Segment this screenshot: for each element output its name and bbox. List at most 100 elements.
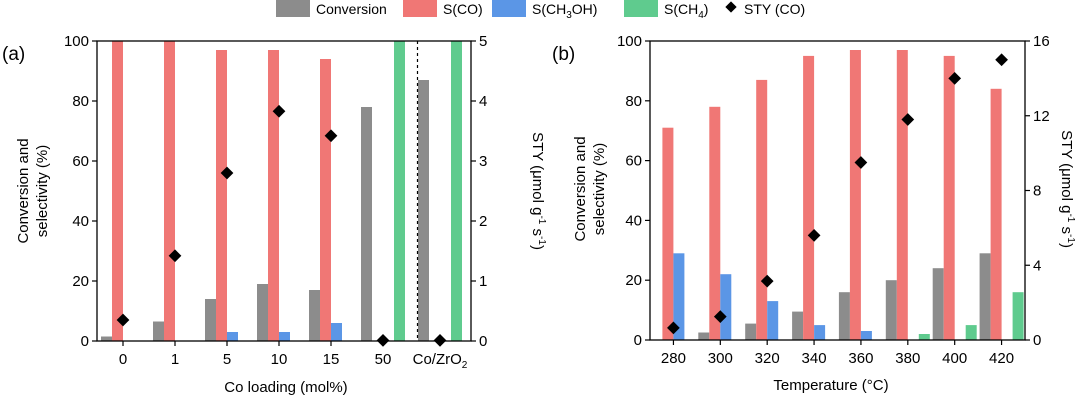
legend-swatch-s-ch4: [624, 0, 658, 17]
x-tick-label-a-0: 0: [119, 351, 127, 368]
y-tick-label-a-3: 60: [72, 153, 89, 170]
bar-b-conversion-1: [698, 332, 710, 340]
bar-b-conversion-5: [885, 280, 897, 340]
x-tick-label-a-2: 5: [223, 351, 231, 368]
plot-frame-a: [96, 40, 472, 342]
y-tick-label-a-5: 100: [64, 33, 89, 50]
bar-b-s_co-1: [709, 106, 721, 340]
bar-a-s_ch3oh-4: [331, 323, 342, 341]
bar-b-s_ch3oh-2: [767, 301, 779, 340]
x-tick-label-b-3: 340: [802, 350, 827, 367]
sty-point-a-3: [272, 104, 286, 118]
x-tick-label-a-4: 15: [323, 351, 340, 368]
bar-b-s_ch3oh-3: [814, 325, 826, 340]
bar-b-conversion-2: [745, 323, 757, 340]
legend: Conversion S(CO) S(CH3OH) S(CH4) STY (CO…: [276, 0, 805, 21]
bar-b-s_ch3oh-1: [720, 274, 732, 340]
bar-a-s_co-4: [320, 59, 331, 341]
bar-b-conversion-3: [792, 311, 804, 340]
x-tick-label-b-7: 420: [989, 350, 1014, 367]
y-tick-label-b-2: 40: [625, 212, 642, 229]
bar-b-s_co-5: [896, 50, 908, 340]
plot-frame-b: [649, 40, 1026, 341]
y2-tick-label-a-3: 3: [479, 153, 487, 170]
legend-label-s-co: S(CO): [443, 1, 483, 17]
y-tick-label-a-4: 80: [72, 93, 89, 110]
y-tick-label-b-5: 100: [617, 33, 642, 50]
bar-b-conversion-6: [932, 268, 944, 340]
bar-b-s_ch4-7: [1012, 292, 1024, 340]
bar-b-conversion-4: [838, 292, 850, 340]
y-tick-label-b-3: 60: [625, 153, 642, 170]
sty-point-a-4: [324, 129, 338, 143]
bar-b-s_co-7: [990, 88, 1002, 340]
legend-swatch-conversion: [276, 0, 310, 17]
bar-b-s_co-6: [943, 55, 955, 341]
panel-label-b: (b): [552, 44, 575, 65]
y-tick-label-b-0: 0: [634, 332, 642, 349]
bar-a-s_ch3oh-3: [279, 332, 290, 341]
bar-b-s_ch3oh-0: [673, 253, 685, 340]
x-tick-label-a-3: 10: [271, 351, 288, 368]
y2-tick-label-b-0: 0: [1033, 332, 1041, 349]
legend-label-s-ch4: S(CH4): [664, 1, 708, 21]
bar-b-s_ch4-6: [965, 325, 977, 340]
y-axis-title-a: Conversion and selectivity (%): [15, 138, 51, 243]
y2-tick-label-a-0: 0: [479, 333, 487, 350]
bar-b-s_co-3: [803, 55, 815, 341]
legend-label-sty: STY (CO): [744, 1, 805, 17]
sty-point-a-2: [220, 166, 234, 180]
bar-a-conversion-6: [418, 80, 429, 341]
y2-tick-label-b-1: 4: [1033, 257, 1041, 274]
x-tick-label-b-5: 380: [895, 350, 920, 367]
bar-b-conversion-7: [979, 253, 991, 340]
panel-label-a: (a): [2, 44, 25, 65]
x-tick-label-b-0: 280: [661, 350, 686, 367]
y2-tick-label-b-4: 16: [1033, 33, 1050, 50]
y-tick-label-a-1: 20: [72, 273, 89, 290]
bar-a-s_co-1: [164, 41, 175, 341]
bar-a-conversion-5: [361, 107, 372, 341]
bar-a-conversion-3: [257, 284, 268, 341]
y-tick-label-b-1: 20: [625, 272, 642, 289]
legend-marker-sty: [725, 1, 737, 13]
bar-b-s_ch4-5: [918, 334, 930, 340]
bar-a-s_co-0: [112, 41, 123, 341]
legend-swatch-s-ch3oh: [492, 0, 526, 17]
legend-swatch-s-co: [403, 0, 437, 17]
y-tick-label-a-0: 0: [81, 333, 89, 350]
bar-b-s_ch3oh-4: [860, 331, 872, 340]
x-tick-label-b-4: 360: [848, 350, 873, 367]
bar-a-s_ch4-6: [451, 41, 462, 341]
legend-label-conversion: Conversion: [316, 1, 387, 17]
bar-a-s_ch3oh-2: [227, 332, 238, 341]
y2-tick-label-b-3: 12: [1033, 108, 1050, 125]
y2-tick-label-a-2: 2: [479, 213, 487, 230]
x-axis-title-b: Temperature (°C): [773, 377, 888, 394]
y-tick-label-b-4: 80: [625, 93, 642, 110]
bar-b-s_co-0: [662, 127, 674, 340]
x-axis-title-a: Co loading (mol%): [224, 379, 347, 396]
sty-point-a-0: [116, 313, 130, 327]
bar-a-s_co-3: [268, 50, 279, 341]
y2-tick-label-a-5: 5: [479, 33, 487, 50]
bar-a-s_co-2: [216, 50, 227, 341]
sty-point-b-7: [995, 53, 1008, 67]
bar-b-s_co-4: [849, 50, 861, 340]
y2-tick-label-b-2: 8: [1033, 183, 1041, 200]
bar-a-conversion-4: [309, 290, 320, 341]
bar-a-conversion-1: [153, 321, 164, 341]
chart-panel-b: 0 20 40 60 80 100 0 4 8 12 16 280 300 320 340 360 380 400…: [572, 33, 1076, 394]
x-tick-label-a-1: 1: [171, 351, 179, 368]
legend-label-s-ch3oh: S(CH3OH): [532, 1, 597, 21]
y2-tick-label-a-1: 1: [479, 273, 487, 290]
y-axis-title-b: Conversion and selectivity (%): [572, 136, 608, 241]
y-tick-label-a-2: 40: [72, 213, 89, 230]
x-tick-label-a-5: 50: [375, 351, 392, 368]
x-tick-label-a-6: Co/ZrO2: [413, 351, 468, 371]
bar-b-s_co-2: [756, 79, 768, 341]
bar-a-s_ch4-5: [394, 41, 405, 341]
x-tick-label-b-6: 400: [942, 350, 967, 367]
